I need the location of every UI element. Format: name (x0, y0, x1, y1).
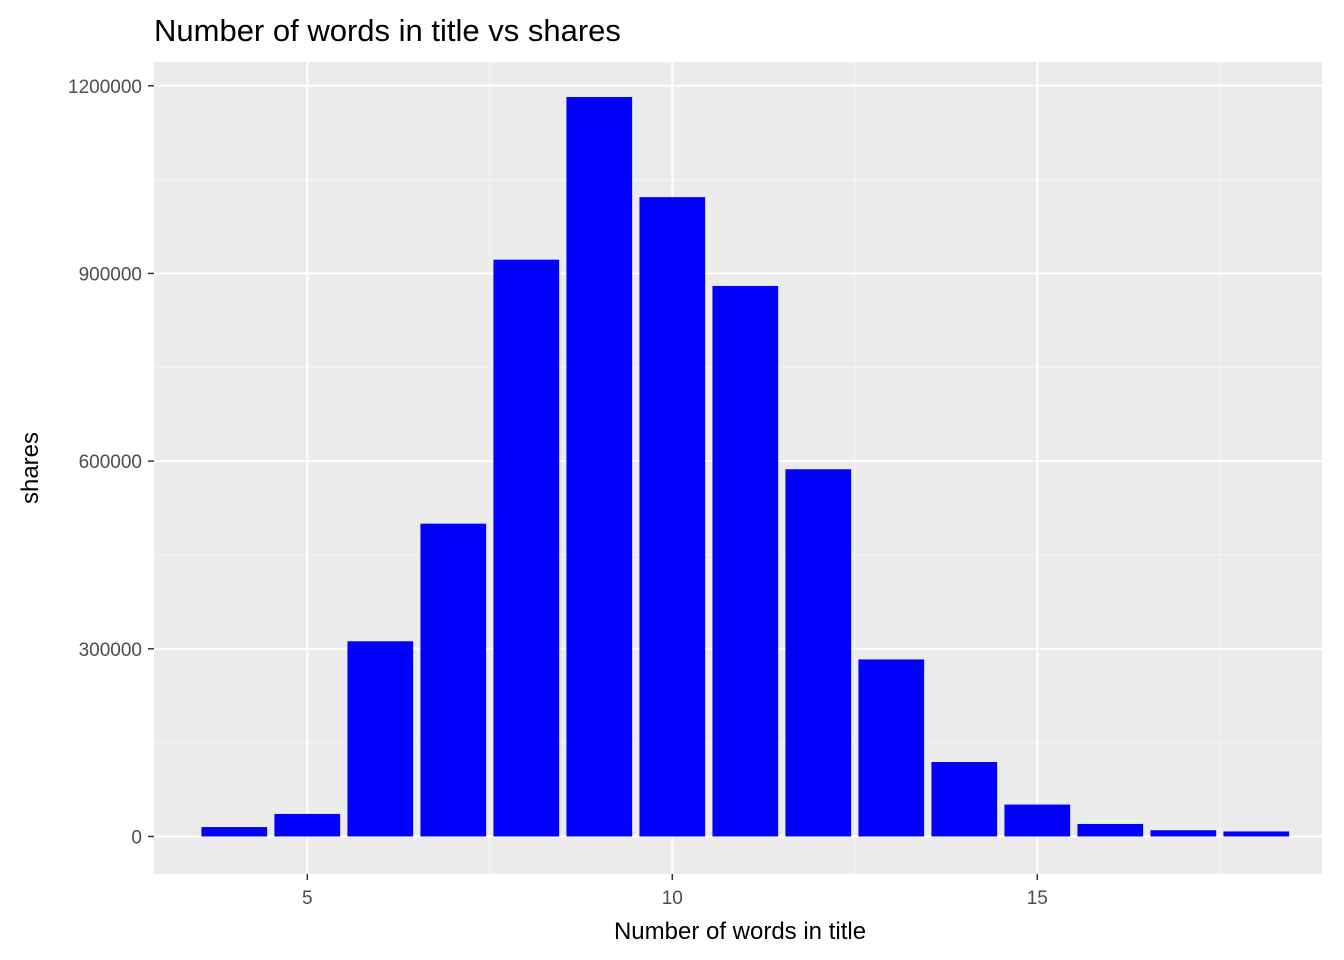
bar-6 (347, 641, 414, 837)
bar-15 (1004, 804, 1071, 837)
bar-12 (785, 469, 852, 837)
y-tick-label: 1200000 (68, 77, 142, 98)
bar-5 (274, 813, 341, 837)
y-axis-ticks: 0 300000 600000 900000 1200000 (68, 77, 154, 848)
bar-7 (420, 523, 487, 837)
bar-11 (712, 285, 779, 837)
x-tick-label: 5 (302, 888, 313, 909)
y-tick-label: 600000 (79, 452, 142, 473)
bar-4 (201, 827, 268, 837)
bar-13 (858, 659, 925, 837)
x-tick-label: 15 (1027, 888, 1048, 909)
bar-14 (931, 762, 998, 837)
bar-17 (1150, 830, 1217, 837)
x-axis-title: Number of words in title (614, 918, 866, 945)
bar-18 (1223, 831, 1290, 837)
y-axis-title: shares (17, 432, 44, 504)
bar-8 (493, 259, 560, 837)
y-tick-label: 0 (131, 827, 142, 848)
chart-title: Number of words in title vs shares (154, 13, 621, 48)
bar-16 (1077, 823, 1144, 837)
bar-9 (566, 97, 633, 837)
bars (201, 97, 1290, 837)
x-tick-label: 10 (662, 888, 683, 909)
x-axis-ticks: 5 10 15 (302, 874, 1048, 909)
bar-10 (639, 197, 706, 837)
y-tick-label: 900000 (79, 264, 142, 285)
y-tick-label: 300000 (79, 640, 142, 661)
